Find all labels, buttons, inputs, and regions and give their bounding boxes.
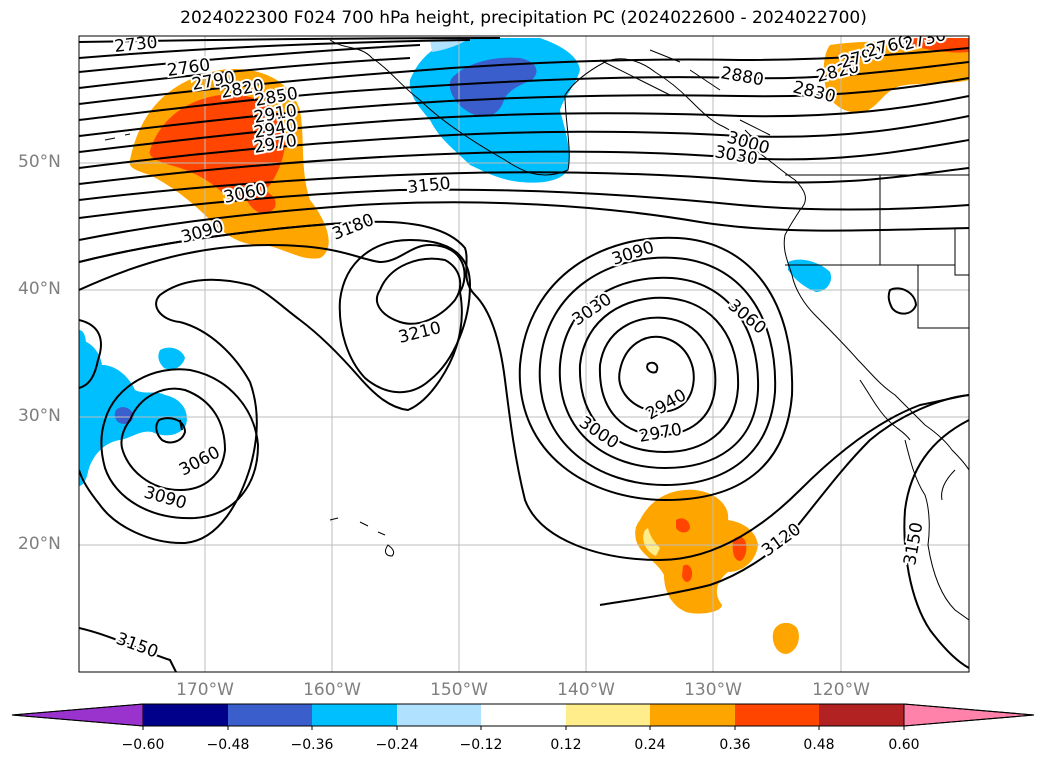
precip-positive-shading [129,38,969,654]
lon-label-150w: 150°W [430,680,488,700]
height-contours [79,37,969,672]
colorbar-extend-max [903,703,1035,727]
map-title: 2024022300 F024 700 hPa height, precipit… [180,8,867,28]
colorbar [11,703,1035,730]
colorbar-tick-label: 0.12 [550,737,582,753]
lat-label-20n: 20°N [18,534,61,554]
map-panel: 2730 2760 2790 2820 2850 2910 2940 2970 … [79,33,969,672]
colorbar-tick-label: −0.48 [206,737,250,753]
lon-label-160w: 160°W [303,680,361,700]
lat-label-50n: 50°N [18,152,61,172]
colorbar-tick-label: 0.48 [803,737,835,753]
colorbar-bin [397,704,481,726]
lon-label-120w: 120°W [812,680,870,700]
colorbar-bin [566,704,650,726]
colorbar-bin [481,704,566,726]
colorbar-tick-label: 0.60 [888,737,920,753]
map-frame [78,35,970,673]
colorbar-tick-label: 0.24 [634,737,666,753]
lon-label-170w: 170°W [176,680,234,700]
colorbar-bin [735,704,819,726]
colorbar-tick-label: −0.36 [290,737,334,753]
colorbar-bin [228,704,312,726]
coastlines [104,39,969,621]
colorbar-tick-label: 0.36 [719,737,751,753]
colorbar-tick-label: −0.24 [375,737,419,753]
colorbar-extend-min [11,703,144,727]
colorbar-tick-label: −0.60 [121,737,165,753]
lon-label-130w: 130°W [684,680,742,700]
colorbar-bin [312,704,397,726]
contour-label: 2730 [113,33,158,57]
lat-label-40n: 40°N [18,279,61,299]
colorbar-bin [143,704,228,726]
lon-label-140w: 140°W [557,680,615,700]
colorbar-bin [819,704,904,726]
lat-label-30n: 30°N [18,406,61,426]
colorbar-bin [650,704,735,726]
colorbar-tick-label: −0.12 [459,737,503,753]
